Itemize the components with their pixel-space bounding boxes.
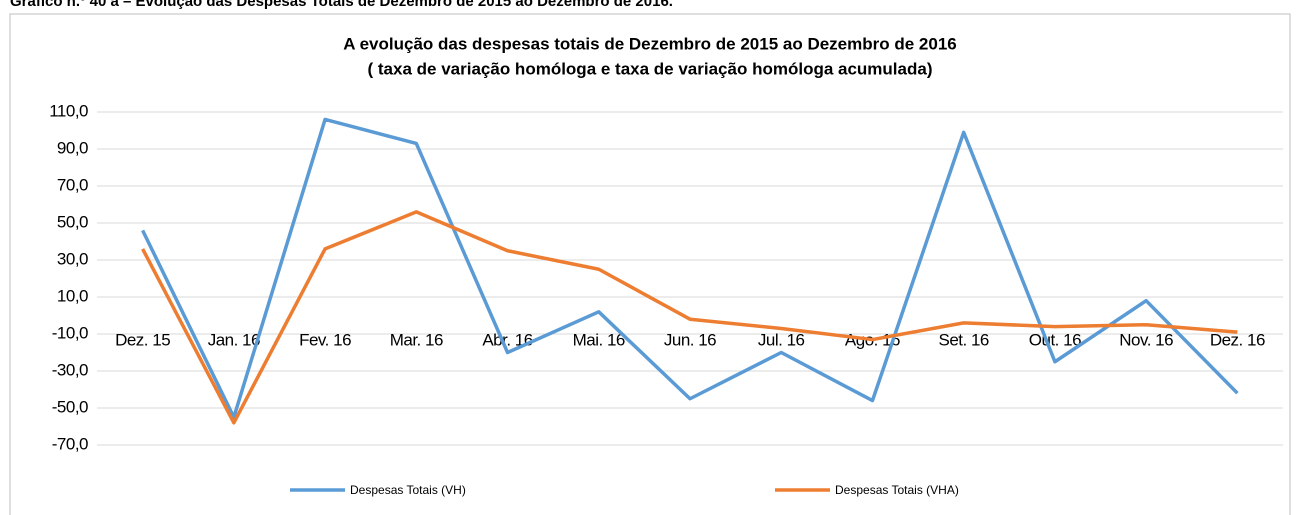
y-tick-label: -30,0 [52,360,88,379]
x-tick-label: Dez. 15 [115,330,170,349]
chart-border [9,13,1291,515]
data-line [141,117,1239,419]
data-line [141,210,1238,425]
y-tick-label: 110,0 [49,101,88,120]
y-tick-label: -50,0 [52,397,88,416]
legend-label: Despesas Totais (VHA) [835,483,959,497]
x-tick-label: Set. 16 [939,330,989,349]
y-tick-label: -10,0 [52,323,88,342]
x-tick-label: Abr. 16 [482,330,532,349]
x-tick-label: Fev. 16 [299,330,351,349]
x-tick-label: Dez. 16 [1210,330,1265,349]
heading: Gráfico n.º 40 a – Evolução das Despesas… [10,0,673,10]
chart-subtitle: ( taxa de variação homóloga e taxa de va… [368,59,933,78]
x-tick-label: Nov. 16 [1119,330,1173,349]
y-tick-label: 10,0 [57,286,88,305]
x-tick-label: Out. 16 [1029,330,1081,349]
x-tick-label: Mar. 16 [390,330,443,349]
y-tick-label: 70,0 [57,175,88,194]
chart-title: A evolução das despesas totais de Dezemb… [343,34,957,53]
x-tick-label: Jan. 16 [208,330,260,349]
y-tick-label: 50,0 [57,212,88,231]
y-tick-label: 30,0 [57,249,88,268]
x-tick-label: Jun. 16 [664,330,716,349]
legend-label: Despesas Totais (VH) [350,483,466,497]
y-tick-label: 90,0 [57,138,88,157]
x-tick-label: Mai. 16 [573,330,625,349]
y-tick-label: -70,0 [52,434,88,453]
x-tick-label: Jul. 16 [758,330,805,349]
